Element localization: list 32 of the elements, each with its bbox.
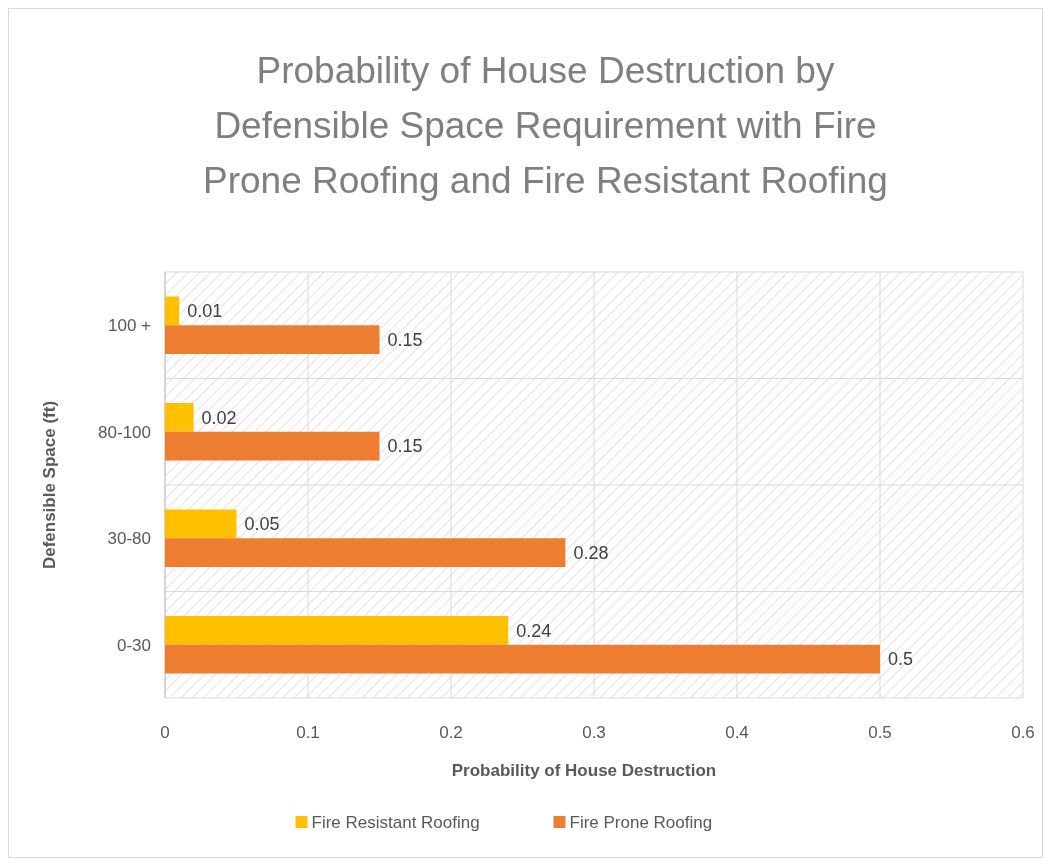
data-label: 0.5: [888, 649, 914, 670]
y-tick-label: 0-30: [116, 635, 151, 655]
x-tick-label: 0: [160, 723, 170, 742]
bar: [165, 644, 880, 674]
bar: [165, 509, 237, 539]
x-tick-label: 0.4: [725, 723, 749, 742]
data-label: 0.02: [201, 407, 237, 428]
x-axis-title: Probability of House Destruction: [451, 761, 717, 780]
chart-title: Probability of House Destruction by Defensible Space Requirement with Fire Prone Roofing and Fire Resistant Roofing: [203, 50, 888, 201]
bar: [165, 403, 194, 432]
y-tick-label: 100 +: [107, 316, 152, 336]
data-label: 0.28: [573, 542, 609, 563]
bar: [165, 431, 380, 461]
bar: [165, 296, 180, 326]
data-label: 0.15: [387, 329, 423, 350]
bar: [165, 325, 380, 355]
x-tick-label: 0.1: [296, 723, 320, 742]
x-tick-label: 0.5: [868, 723, 892, 742]
data-label: 0.24: [516, 620, 552, 641]
legend-label: Fire Resistant Roofing: [311, 813, 480, 832]
data-label: 0.15: [387, 436, 423, 457]
x-tick-label: 0.3: [582, 723, 606, 742]
y-tick-label: 80-100: [98, 422, 151, 442]
x-tick-label: 0.6: [1011, 723, 1035, 742]
data-label: 0.01: [187, 301, 223, 322]
data-label: 0.05: [244, 514, 280, 535]
x-tick-label: 0.2: [439, 723, 463, 742]
y-tick-label: 30-80: [107, 529, 151, 549]
bar: [165, 616, 509, 645]
legend-label: Fire Prone Roofing: [569, 813, 713, 832]
y-axis-title: Defensible Space (ft): [40, 400, 59, 570]
bar: [165, 538, 566, 568]
